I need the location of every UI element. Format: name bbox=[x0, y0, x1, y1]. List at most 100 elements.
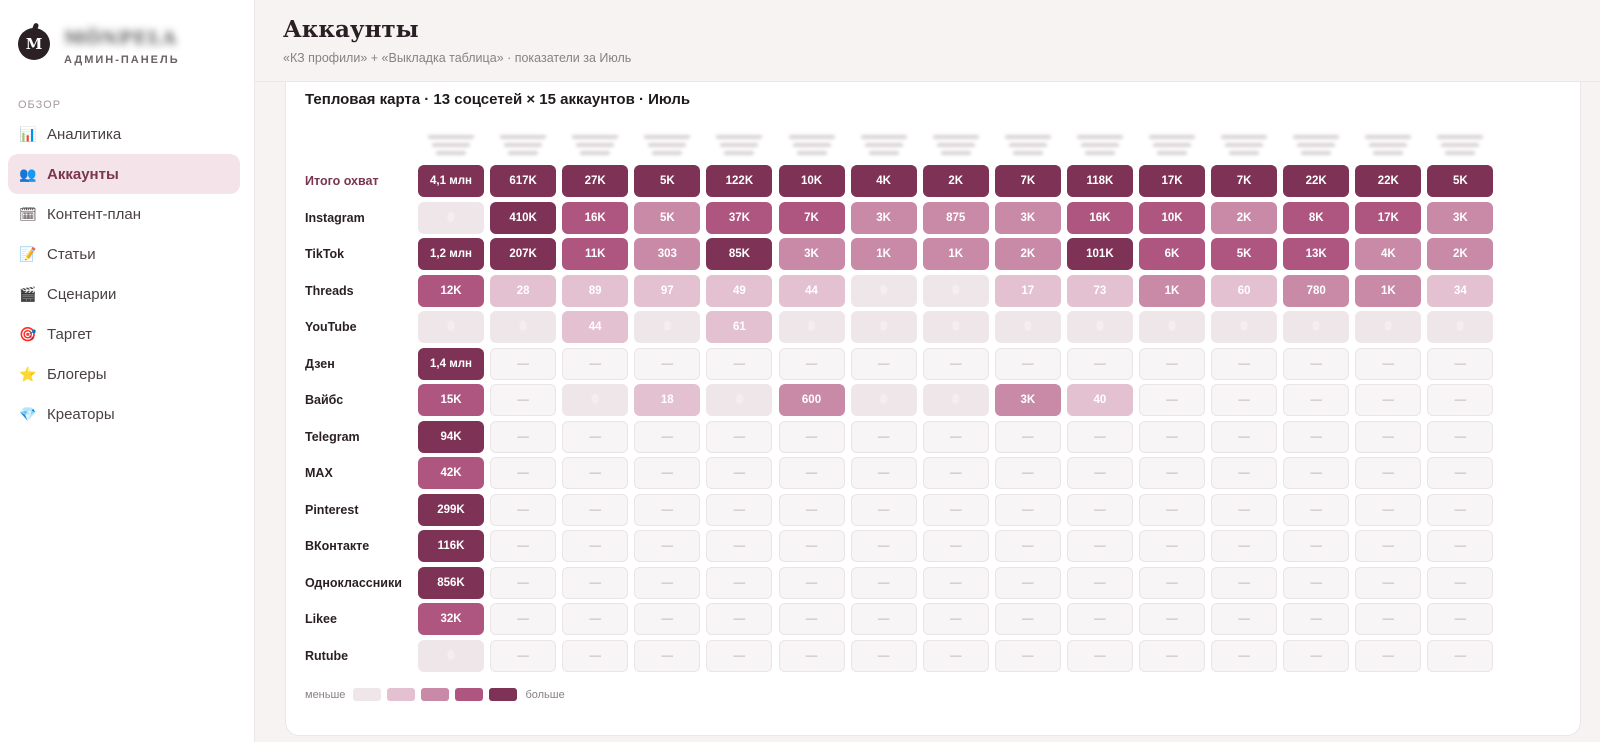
heatmap-cell[interactable]: — bbox=[1139, 639, 1205, 672]
heatmap-cell[interactable]: 10K bbox=[1139, 201, 1205, 234]
heatmap-cell[interactable]: — bbox=[994, 530, 1061, 562]
heatmap-cell[interactable]: 13K bbox=[1283, 238, 1350, 270]
heatmap-cell[interactable]: — bbox=[994, 639, 1061, 672]
heatmap-cell[interactable]: 118K bbox=[1066, 165, 1133, 197]
heatmap-cell[interactable]: 0 bbox=[922, 274, 989, 307]
heatmap-cell[interactable]: — bbox=[706, 603, 773, 635]
sidebar-item-3[interactable]: 📝 Статьи bbox=[8, 234, 240, 274]
heatmap-cell[interactable]: — bbox=[1211, 420, 1278, 453]
heatmap-cell[interactable]: — bbox=[1427, 530, 1494, 562]
heatmap-cell[interactable]: — bbox=[562, 347, 629, 380]
heatmap-cell[interactable]: — bbox=[706, 420, 773, 453]
heatmap-cell[interactable]: 40 bbox=[1066, 384, 1133, 416]
sidebar-item-1[interactable]: 👥 Аккаунты bbox=[8, 154, 240, 194]
heatmap-cell[interactable]: 5K bbox=[1427, 165, 1494, 197]
heatmap-cell[interactable]: — bbox=[1066, 493, 1133, 526]
heatmap-cell[interactable]: 600 bbox=[778, 384, 845, 416]
heatmap-cell[interactable]: — bbox=[1066, 420, 1133, 453]
heatmap-cell[interactable]: — bbox=[922, 347, 989, 380]
sidebar-item-4[interactable]: 🎬 Сценарии bbox=[8, 274, 240, 314]
heatmap-cell[interactable]: — bbox=[1066, 347, 1133, 380]
heatmap-cell[interactable]: — bbox=[850, 603, 917, 635]
heatmap-cell[interactable]: — bbox=[706, 457, 773, 489]
heatmap-cell[interactable]: 1K bbox=[1355, 274, 1422, 307]
heatmap-cell[interactable]: 0 bbox=[418, 639, 484, 672]
heatmap-cell[interactable]: — bbox=[1355, 603, 1422, 635]
heatmap-cell[interactable]: 16K bbox=[1066, 201, 1133, 234]
heatmap-cell[interactable]: — bbox=[490, 493, 557, 526]
heatmap-cell[interactable]: 6K bbox=[1139, 238, 1205, 270]
heatmap-cell[interactable]: — bbox=[1066, 603, 1133, 635]
heatmap-cell[interactable]: — bbox=[1427, 603, 1494, 635]
heatmap-cell[interactable]: 60 bbox=[1211, 274, 1278, 307]
heatmap-cell[interactable]: 3K bbox=[1427, 201, 1494, 234]
heatmap-cell[interactable]: 875 bbox=[922, 201, 989, 234]
heatmap-cell[interactable]: 1,4 млн bbox=[418, 347, 484, 380]
heatmap-cell[interactable]: 0 bbox=[850, 274, 917, 307]
heatmap-cell[interactable]: 0 bbox=[922, 384, 989, 416]
heatmap-cell[interactable]: — bbox=[490, 603, 557, 635]
heatmap-cell[interactable]: — bbox=[778, 566, 845, 599]
heatmap-cell[interactable]: — bbox=[634, 603, 701, 635]
heatmap-cell[interactable]: — bbox=[490, 347, 557, 380]
heatmap-cell[interactable]: — bbox=[490, 530, 557, 562]
heatmap-cell[interactable]: 15K bbox=[418, 384, 484, 416]
heatmap-cell[interactable]: — bbox=[490, 457, 557, 489]
heatmap-cell[interactable]: — bbox=[706, 530, 773, 562]
heatmap-cell[interactable]: — bbox=[850, 457, 917, 489]
heatmap-cell[interactable]: — bbox=[778, 603, 845, 635]
heatmap-cell[interactable]: 73 bbox=[1066, 274, 1133, 307]
heatmap-cell[interactable]: — bbox=[1427, 566, 1494, 599]
heatmap-cell[interactable]: 0 bbox=[778, 311, 845, 343]
heatmap-cell[interactable]: — bbox=[1355, 566, 1422, 599]
heatmap-cell[interactable]: — bbox=[922, 639, 989, 672]
heatmap-cell[interactable]: 34 bbox=[1427, 274, 1494, 307]
heatmap-cell[interactable]: 116K bbox=[418, 530, 484, 562]
heatmap-cell[interactable]: 18 bbox=[634, 384, 701, 416]
heatmap-cell[interactable]: 0 bbox=[1211, 311, 1278, 343]
heatmap-cell[interactable]: 1,2 млн bbox=[418, 238, 484, 270]
sidebar-item-6[interactable]: ⭐ Блогеры bbox=[8, 354, 240, 394]
heatmap-cell[interactable]: — bbox=[1283, 603, 1350, 635]
heatmap-cell[interactable]: — bbox=[850, 347, 917, 380]
heatmap-cell[interactable]: — bbox=[778, 420, 845, 453]
heatmap-cell[interactable]: 122K bbox=[706, 165, 773, 197]
heatmap-cell[interactable]: 1K bbox=[1139, 274, 1205, 307]
heatmap-cell[interactable]: — bbox=[490, 384, 557, 416]
heatmap-cell[interactable]: — bbox=[1283, 530, 1350, 562]
heatmap-cell[interactable]: — bbox=[1427, 493, 1494, 526]
heatmap-cell[interactable]: — bbox=[1283, 384, 1350, 416]
heatmap-cell[interactable]: 2K bbox=[1211, 201, 1278, 234]
heatmap-cell[interactable]: 0 bbox=[850, 311, 917, 343]
heatmap-cell[interactable]: 5K bbox=[1211, 238, 1278, 270]
heatmap-cell[interactable]: — bbox=[1427, 457, 1494, 489]
heatmap-cell[interactable]: 32K bbox=[418, 603, 484, 635]
heatmap-cell[interactable]: — bbox=[1211, 566, 1278, 599]
heatmap-cell[interactable]: 17K bbox=[1139, 165, 1205, 197]
heatmap-cell[interactable]: — bbox=[778, 493, 845, 526]
heatmap-cell[interactable]: — bbox=[1066, 566, 1133, 599]
heatmap-cell[interactable]: 7K bbox=[994, 165, 1061, 197]
heatmap-cell[interactable]: — bbox=[1211, 530, 1278, 562]
heatmap-cell[interactable]: — bbox=[1283, 420, 1350, 453]
heatmap-cell[interactable]: — bbox=[1355, 457, 1422, 489]
heatmap-cell[interactable]: — bbox=[490, 420, 557, 453]
heatmap-cell[interactable]: — bbox=[922, 530, 989, 562]
heatmap-cell[interactable]: — bbox=[1355, 493, 1422, 526]
heatmap-cell[interactable]: 0 bbox=[562, 384, 629, 416]
heatmap-cell[interactable]: — bbox=[1066, 530, 1133, 562]
heatmap-cell[interactable]: — bbox=[994, 566, 1061, 599]
heatmap-cell[interactable]: — bbox=[922, 420, 989, 453]
heatmap-cell[interactable]: — bbox=[1355, 639, 1422, 672]
heatmap-cell[interactable]: 303 bbox=[634, 238, 701, 270]
heatmap-cell[interactable]: 299K bbox=[418, 493, 484, 526]
heatmap-cell[interactable]: 2K bbox=[922, 165, 989, 197]
heatmap-cell[interactable]: — bbox=[562, 493, 629, 526]
heatmap-cell[interactable]: 856K bbox=[418, 566, 484, 599]
heatmap-cell[interactable]: — bbox=[634, 493, 701, 526]
sidebar-item-5[interactable]: 🎯 Таргет bbox=[8, 314, 240, 354]
sidebar-item-0[interactable]: 📊 Аналитика bbox=[8, 114, 240, 154]
heatmap-cell[interactable]: 7K bbox=[1211, 165, 1278, 197]
heatmap-cell[interactable]: — bbox=[562, 457, 629, 489]
heatmap-cell[interactable]: — bbox=[1211, 347, 1278, 380]
